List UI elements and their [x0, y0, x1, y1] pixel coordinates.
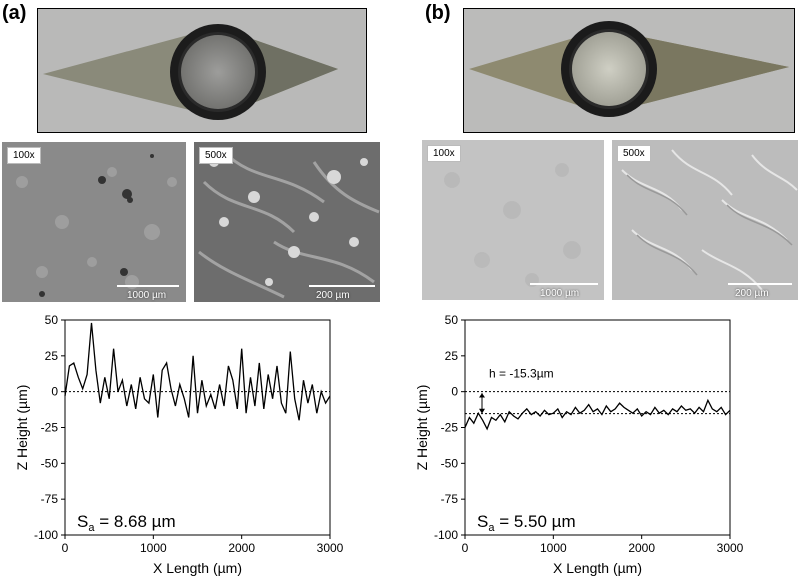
roughness-value: Sa = 5.50 µm [477, 512, 576, 534]
y-tick-label: -100 [34, 528, 58, 542]
y-tick-label: -75 [41, 492, 59, 506]
x-tick-label: 1000 [140, 541, 167, 555]
y-tick-label: -75 [441, 492, 459, 506]
sample-photo-a [37, 8, 367, 133]
y-tick-label: 50 [45, 313, 59, 327]
micrograph-texture-a-500x [194, 142, 380, 302]
x-axis-label: X Length (µm) [153, 560, 242, 576]
panel-label-b: (b) [425, 2, 451, 24]
micrograph-texture-a-100x [2, 142, 186, 302]
x-tick-label: 1000 [540, 541, 567, 555]
scale-bar-label: 1000 µm [540, 288, 580, 299]
panel-label-a: (a) [2, 2, 27, 24]
scale-bar [530, 283, 598, 285]
scale-bar-label: 200 µm [735, 288, 769, 299]
y-tick-label: 50 [445, 313, 459, 327]
x-tick-label: 0 [462, 541, 469, 555]
x-axis-label: X Length (µm) [553, 560, 642, 576]
micrograph-b-500x: 500x 200 µm [612, 140, 798, 300]
y-tick-label: 0 [51, 385, 58, 399]
height-annotation: h = -15.3µm [489, 366, 554, 380]
sample-disc-image-b [464, 9, 793, 131]
y-tick-label: -100 [434, 528, 458, 542]
magnification-tag: 500x [617, 145, 651, 162]
x-tick-label: 0 [62, 541, 69, 555]
sample-disc-image-a [38, 9, 365, 131]
x-tick-label: 2000 [228, 541, 255, 555]
profile-chart-a: 50 25 0 -25 -50 -75 -100 0 1000 2000 3000 X Length … [14, 313, 344, 576]
y-tick-label: -50 [441, 456, 459, 470]
y-tick-label: 25 [445, 349, 459, 363]
scale-bar-label: 200 µm [316, 290, 350, 301]
micrograph-a-100x: 100x 1000 µm [2, 142, 186, 302]
sample-photo-b [463, 8, 795, 133]
scale-bar-label: 1000 µm [127, 290, 167, 301]
y-tick-label: -50 [41, 456, 59, 470]
magnification-tag: 500x [199, 147, 233, 164]
profile-line [464, 398, 731, 431]
roughness-value: Sa = 8.68 µm [77, 512, 176, 534]
scale-bar [728, 283, 792, 285]
magnification-tag: 100x [427, 145, 461, 162]
y-tick-label: -25 [41, 421, 59, 435]
arrow-head [479, 408, 485, 414]
micrograph-a-500x: 500x 200 µm [194, 142, 380, 302]
y-tick-label: 25 [45, 349, 59, 363]
x-tick-label: 3000 [717, 541, 744, 555]
plot-frame [464, 319, 731, 536]
y-axis-label: Z Height (µm) [414, 385, 430, 471]
arrow-head [479, 393, 485, 398]
x-tick-label: 2000 [628, 541, 655, 555]
micrograph-texture-b-500x [612, 140, 798, 300]
profile-line [64, 322, 331, 421]
scale-bar [309, 285, 375, 287]
micrograph-b-100x: 100x 1000 µm [422, 140, 604, 300]
profile-chart-b: 50 25 0 -25 -50 -75 -100 0 1000 2000 3000 X Length … [414, 313, 744, 576]
y-tick-label: -25 [441, 421, 459, 435]
scale-bar [117, 285, 179, 287]
magnification-tag: 100x [7, 147, 41, 164]
micrograph-texture-b-100x [422, 140, 604, 300]
y-tick-label: 0 [451, 385, 458, 399]
x-tick-label: 3000 [317, 541, 344, 555]
y-axis-label: Z Height (µm) [14, 385, 30, 471]
